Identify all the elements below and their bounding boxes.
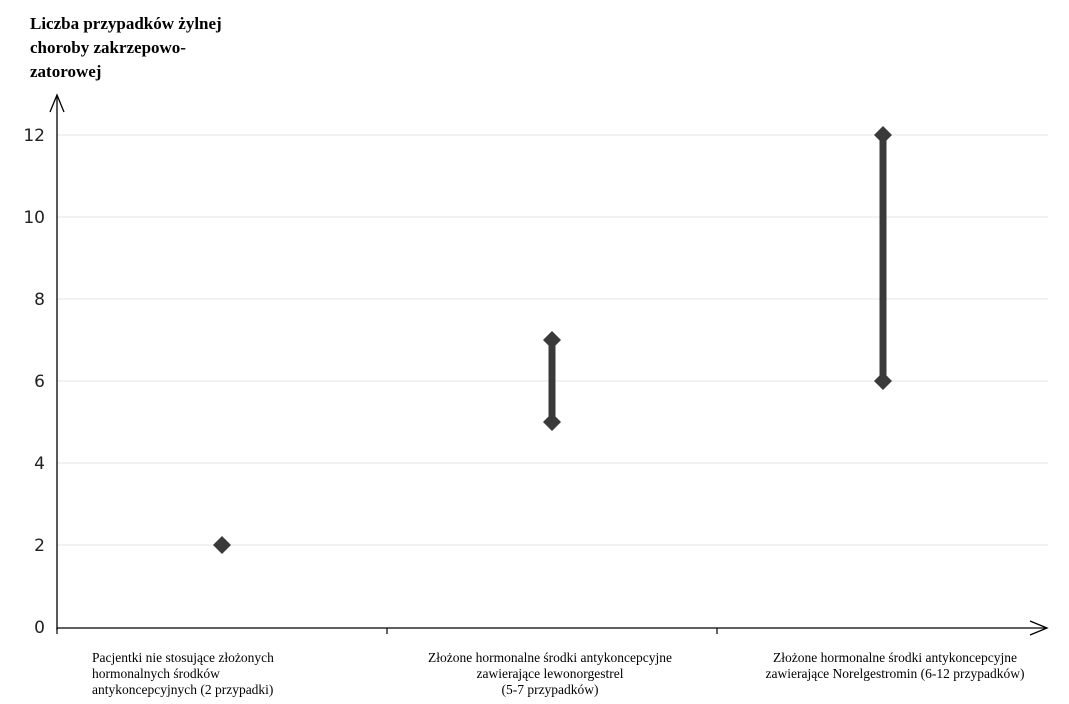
- data-point-marker: [543, 413, 561, 431]
- y-axis-title: Liczba przypadków żylnej choroby zakrzep…: [30, 14, 222, 81]
- y-tick-labels: 0 2 4 6 8 10 12: [23, 126, 45, 638]
- y-tick-label: 4: [34, 454, 45, 474]
- y-tick-label: 2: [34, 536, 45, 556]
- y-tick-label: 0: [34, 618, 45, 638]
- y-tick-label: 6: [34, 372, 45, 392]
- y-tick-label: 10: [23, 208, 45, 228]
- axes: [49, 93, 1049, 636]
- y-tick-label: 12: [23, 126, 45, 146]
- category-label-no-contraceptives: Pacjentki nie stosujące złożonych hormon…: [92, 650, 274, 697]
- x-axis-arrow: [1029, 620, 1049, 636]
- data-marks: [213, 126, 892, 554]
- data-point-marker: [874, 372, 892, 390]
- data-point-marker: [874, 126, 892, 144]
- y-tick-label: 8: [34, 290, 45, 310]
- category-label-norelgestromin: Złożone hormonalne środki antykoncepcyjn…: [765, 650, 1025, 681]
- x-ticks: [56, 628, 718, 634]
- y-axis-arrow: [49, 93, 65, 113]
- category-label-levonorgestrel: Złożone hormonalne środki antykoncepcyjn…: [427, 650, 673, 697]
- data-point-marker: [543, 331, 561, 349]
- data-point-marker: [213, 536, 231, 554]
